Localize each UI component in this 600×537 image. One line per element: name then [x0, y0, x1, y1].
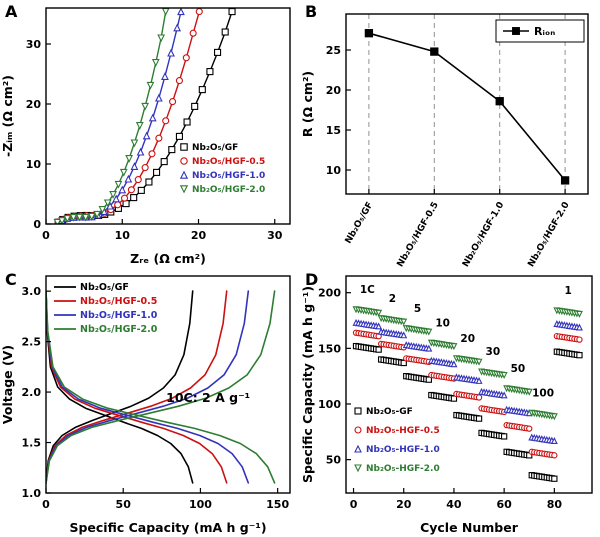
svg-text:Nb₂O₅/HGF-1.0: Nb₂O₅/HGF-1.0: [192, 171, 265, 181]
svg-text:1C: 1C: [360, 284, 375, 296]
svg-text:2.0: 2.0: [22, 386, 42, 399]
panel-d: D 0 20 40 60 80 50 100 150 200 Cycle Number Specif…: [300, 268, 600, 537]
y-axis-label: R (Ω cm²): [300, 71, 315, 137]
svg-text:20: 20: [26, 98, 42, 111]
svg-text:20: 20: [326, 84, 342, 97]
svg-text:25: 25: [326, 44, 341, 57]
svg-text:100: 100: [532, 387, 554, 399]
voltage-curves: [46, 290, 276, 484]
svg-text:20: 20: [460, 333, 475, 345]
legend: Nb₂O₅-GF Nb₂O₅-HGF-0.5 Nb₂O₅-HGF-1.0 Nb₂O₅-…: [354, 407, 440, 474]
voltage-profile-chart: 0 50 100 150 1.0 1.5 2.0 2.5 3.0 Specific Capacit…: [0, 275, 291, 535]
legend: Nb₂O₅/GF Nb₂O₅/HGF-0.5 Nb₂O₅/HGF-1.0 Nb₂O₅/…: [179, 143, 265, 195]
svg-text:40: 40: [446, 498, 462, 511]
panel-label-d: D: [305, 270, 319, 289]
svg-text:Nb₂O₅/HGF-2.0: Nb₂O₅/HGF-2.0: [192, 185, 265, 195]
legend: Rᵢₒₙ: [495, 19, 585, 43]
plot-frame: [345, 275, 593, 494]
x-axis-label: Cycle Number: [420, 520, 519, 535]
svg-text:Nb₂O₅/HGF-0.5: Nb₂O₅/HGF-0.5: [80, 296, 157, 307]
svg-text:Nb₂O₅-GF: Nb₂O₅-GF: [366, 407, 413, 417]
svg-text:5: 5: [414, 303, 421, 315]
svg-text:3.0: 3.0: [22, 285, 42, 298]
svg-text:Nb₂O₅/HGF-0.5: Nb₂O₅/HGF-0.5: [192, 157, 265, 167]
svg-text:Nb₂O₅/HGF-0.5: Nb₂O₅/HGF-0.5: [396, 201, 441, 269]
svg-text:Nb₂O₅/HGF-1.0: Nb₂O₅/HGF-1.0: [461, 201, 506, 269]
svg-text:30: 30: [26, 38, 42, 51]
svg-text:30: 30: [486, 346, 501, 358]
x-axis-label: Zᵣₑ (Ω cm²): [130, 251, 206, 266]
svg-text:0: 0: [42, 229, 50, 242]
svg-text:150: 150: [266, 498, 289, 511]
rate-labels: 1C 2 5 10 20 30 50 100 1: [360, 284, 572, 399]
nyquist-chart: 0 10 20 30 0 10 20 30 Zᵣₑ (Ω cm²) -Zᵢₘ (Ω cm²) Nb₂…: [0, 7, 291, 266]
svg-text:20: 20: [191, 229, 207, 242]
svg-text:Nb₂O₅/GF: Nb₂O₅/GF: [80, 282, 129, 293]
legend: Nb₂O₅/GF Nb₂O₅/HGF-0.5 Nb₂O₅/HGF-1.0 Nb₂O₅/…: [54, 282, 158, 335]
svg-text:200: 200: [318, 287, 341, 300]
svg-text:0: 0: [42, 498, 50, 511]
rate-series: [352, 306, 583, 482]
nyquist-series: [53, 8, 236, 224]
svg-text:2: 2: [389, 293, 396, 305]
svg-text:Rᵢₒₙ: Rᵢₒₙ: [534, 25, 555, 38]
svg-text:10: 10: [115, 229, 131, 242]
panel-b: B 10 15 20 25 Nb₂O₅/GF Nb₂O₅/HGF-0.5 Nb₂O₅/HGF…: [300, 0, 600, 268]
panel-label-a: A: [5, 2, 18, 21]
svg-text:100: 100: [318, 398, 341, 411]
svg-text:Nb₂O₅/HGF-1.0: Nb₂O₅/HGF-1.0: [80, 310, 158, 321]
panel-a: A 0 10 20 30 0 10 20 30 Zᵣₑ (Ω cm²) -Zᵢₘ (Ω cm²) N…: [0, 0, 300, 268]
svg-text:1: 1: [564, 285, 571, 297]
svg-text:20: 20: [396, 498, 412, 511]
svg-text:Nb₂O₅-HGF-0.5: Nb₂O₅-HGF-0.5: [366, 426, 440, 436]
x-axis-label: Specific Capacity (mA h g⁻¹): [69, 520, 266, 535]
panel-c: C 0 50 100 150 1.0 1.5 2.0 2.5 3.0 Specific Capac…: [0, 268, 300, 537]
svg-text:0: 0: [33, 218, 41, 231]
svg-text:100: 100: [189, 498, 212, 511]
svg-text:10: 10: [326, 164, 342, 177]
ion-resistance-chart: 10 15 20 25 Nb₂O₅/GF Nb₂O₅/HGF-0.5 Nb₂O₅/HGF-1…: [300, 13, 589, 269]
y-axis-label: -Zᵢₘ (Ω cm²): [0, 75, 15, 157]
svg-text:2.5: 2.5: [22, 336, 42, 349]
svg-text:Nb₂O₅/HGF-2.0: Nb₂O₅/HGF-2.0: [80, 324, 158, 335]
svg-text:0: 0: [350, 498, 358, 511]
svg-text:Nb₂O₅/GF: Nb₂O₅/GF: [344, 201, 376, 246]
plot-frame: [45, 7, 291, 225]
svg-text:1.0: 1.0: [22, 487, 42, 500]
svg-text:15: 15: [326, 124, 341, 137]
svg-text:30: 30: [267, 229, 283, 242]
svg-text:Nb₂O₅-HGF-2.0: Nb₂O₅-HGF-2.0: [366, 464, 440, 474]
svg-text:80: 80: [547, 498, 563, 511]
plot-frame: [45, 275, 291, 494]
svg-text:Nb₂O₅/GF: Nb₂O₅/GF: [192, 143, 238, 153]
r-ion-series: [364, 29, 570, 185]
svg-text:Nb₂O₅/HGF-2.0: Nb₂O₅/HGF-2.0: [526, 201, 571, 269]
svg-text:Nb₂O₅-HGF-1.0: Nb₂O₅-HGF-1.0: [366, 445, 440, 455]
svg-text:50: 50: [116, 498, 132, 511]
svg-text:60: 60: [496, 498, 512, 511]
svg-text:150: 150: [318, 342, 341, 355]
panel-label-c: C: [5, 270, 17, 289]
svg-text:10: 10: [435, 317, 450, 329]
svg-text:50: 50: [326, 454, 342, 467]
y-axis-label: Specific Capacity (mA h g⁻¹): [300, 286, 315, 483]
svg-text:10: 10: [26, 158, 42, 171]
panel-label-b: B: [305, 2, 318, 21]
plot-frame: [345, 13, 589, 195]
y-axis-label: Voltage (V): [0, 345, 15, 424]
svg-text:50: 50: [511, 363, 526, 375]
rate-annotation: 10C: 2 A g⁻¹: [166, 390, 250, 405]
svg-text:1.5: 1.5: [22, 437, 42, 450]
